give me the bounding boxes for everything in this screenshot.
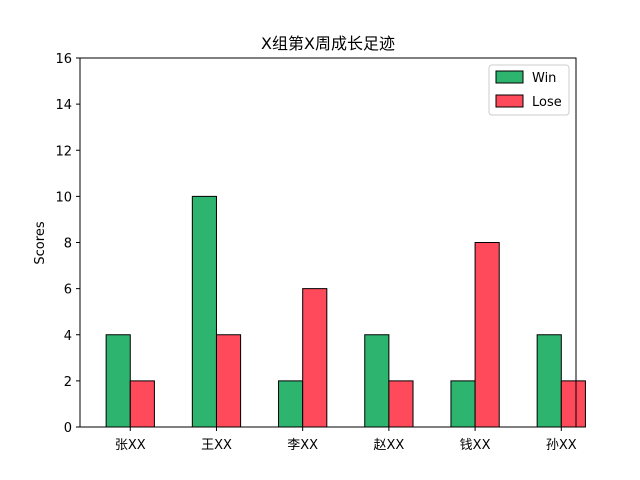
x-axis-ticks: 张XX 王XX 李XX 赵XX 钱XX 孙XX [115, 427, 577, 453]
x-tick-label: 钱XX [460, 438, 491, 453]
bars-layer [105, 195, 586, 428]
bar-lose-3 [388, 380, 414, 428]
chart-title: X组第X周成长足迹 [261, 34, 395, 53]
y-tick-label: 12 [55, 144, 72, 159]
x-tick-label: 赵XX [373, 438, 404, 453]
x-tick-label: 王XX [201, 438, 232, 453]
y-axis-ticks: 0 2 4 6 8 10 12 14 16 [55, 52, 80, 436]
plot-frame [79, 57, 577, 428]
bar-lose-0 [129, 380, 155, 428]
x-tick-label: 孙XX [546, 438, 577, 453]
y-tick-label: 0 [64, 421, 72, 436]
bar-win-0 [105, 334, 131, 428]
bar-win-4 [450, 380, 476, 428]
bar-lose-1 [215, 334, 242, 428]
y-axis-label: Scores [33, 221, 48, 264]
y-tick-label: 14 [55, 98, 72, 113]
bar-win-3 [364, 334, 390, 428]
x-tick-label: 张XX [115, 438, 146, 453]
legend-swatch-lose [495, 94, 524, 108]
y-tick-label: 10 [55, 190, 72, 205]
legend: Win Lose [488, 64, 570, 116]
bar-win-2 [278, 380, 304, 428]
legend-label-lose: Lose [532, 95, 562, 110]
bar-win-1 [191, 195, 217, 428]
y-tick-label: 2 [64, 375, 72, 390]
bar-win-5 [536, 334, 562, 428]
bar-lose-5 [560, 380, 586, 428]
x-tick-label: 李XX [287, 438, 318, 453]
legend-swatch-win [495, 70, 524, 84]
bar-lose-4 [474, 242, 500, 428]
y-tick-label: 4 [64, 329, 72, 344]
legend-label-win: Win [532, 71, 556, 86]
y-tick-label: 16 [55, 52, 72, 67]
bar-lose-2 [302, 288, 328, 428]
y-tick-label: 6 [64, 283, 72, 298]
y-tick-label: 8 [64, 237, 72, 252]
